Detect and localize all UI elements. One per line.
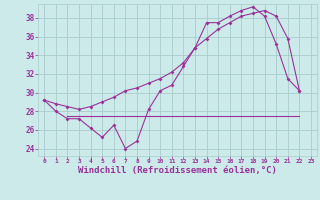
X-axis label: Windchill (Refroidissement éolien,°C): Windchill (Refroidissement éolien,°C) [78, 166, 277, 175]
